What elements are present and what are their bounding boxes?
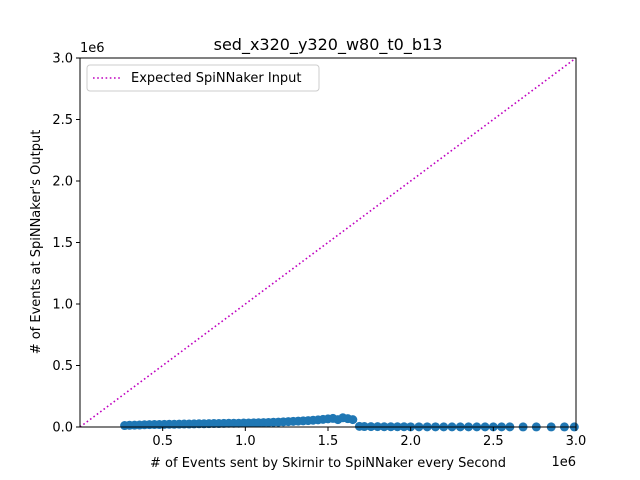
- x-tick-label: 2.0: [400, 434, 421, 449]
- legend: Expected SpiNNaker Input: [86, 64, 320, 92]
- y-tick-label: 3.0: [52, 52, 73, 67]
- x-axis-label: # of Events sent by Skirnir to SpiNNaker…: [150, 456, 506, 471]
- y-tick-label: 0.0: [52, 421, 73, 436]
- x-tick-label: 0.5: [152, 434, 173, 449]
- x-offset-label: 1e6: [551, 455, 576, 470]
- x-tick-label: 1.5: [318, 434, 339, 449]
- legend-box: [86, 64, 320, 92]
- y-tick-label: 2.5: [52, 113, 73, 128]
- y-offset-label: 1e6: [80, 41, 105, 56]
- data-point: [348, 415, 358, 425]
- legend-label: Expected SpiNNaker Input: [131, 71, 302, 86]
- y-axis-label: # of Events at SpiNNaker's Output: [29, 130, 44, 355]
- x-tick-label: 1.0: [235, 434, 256, 449]
- chart-title: sed_x320_y320_w80_t0_b13: [214, 35, 443, 55]
- x-tick-label: 3.0: [566, 434, 587, 449]
- x-axis-ticks: 0.5 1.0 1.5 2.0 2.5 3.0: [152, 427, 586, 449]
- y-tick-label: 0.5: [52, 359, 73, 374]
- y-tick-label: 2.0: [52, 175, 73, 190]
- y-tick-label: 1.0: [52, 298, 73, 313]
- x-tick-label: 2.5: [483, 434, 504, 449]
- y-tick-label: 1.5: [52, 236, 73, 251]
- y-axis-ticks: 0.0 0.5 1.0 1.5 2.0 2.5 3.0: [52, 52, 80, 436]
